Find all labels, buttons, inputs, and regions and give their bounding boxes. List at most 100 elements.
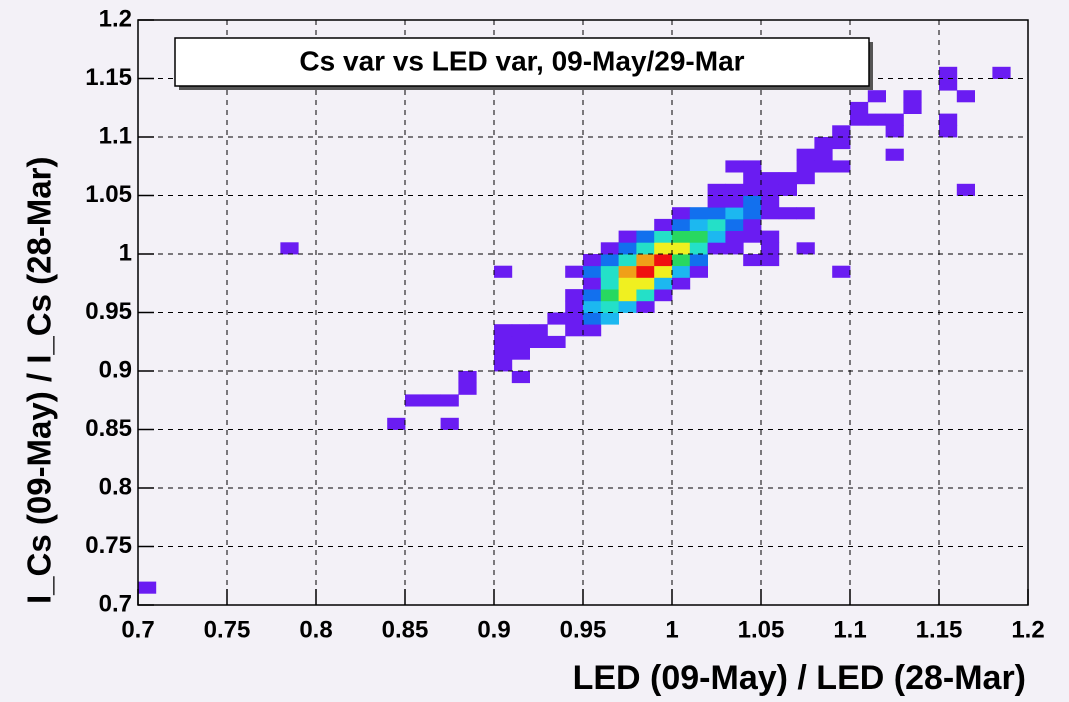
y-tick-label: 0.8 [99, 473, 132, 500]
title-box [174, 37, 870, 87]
histogram-cell [618, 265, 637, 278]
histogram-cell [511, 371, 530, 384]
histogram-cell [583, 265, 602, 278]
histogram-cell [725, 207, 744, 220]
histogram-cell [600, 242, 619, 255]
histogram-cell [707, 242, 726, 255]
histogram-cell [672, 207, 691, 220]
histogram-cell [618, 300, 637, 313]
histogram-cell [725, 242, 744, 255]
x-tick-label: 1.2 [1011, 616, 1044, 643]
histogram-cell [618, 254, 637, 267]
histogram-cell [138, 581, 157, 594]
histogram-cell [618, 242, 637, 255]
histogram-cell [583, 300, 602, 313]
histogram-cell [725, 183, 744, 196]
histogram-cell [405, 394, 424, 407]
histogram-cell [689, 254, 708, 267]
histogram-cell [832, 265, 851, 278]
histogram-cell [494, 324, 513, 337]
chart-title: Cs var vs LED var, 09-May/29-Mar [299, 45, 744, 76]
histogram-cell [494, 265, 513, 278]
histogram-cell [511, 335, 530, 348]
histogram-cell [600, 265, 619, 278]
x-tick-label: 1.15 [916, 616, 963, 643]
x-tick-label: 0.7 [121, 616, 154, 643]
histogram-cell [494, 359, 513, 372]
histogram-cell [636, 289, 655, 302]
histogram-cell [796, 207, 815, 220]
histogram-cell [583, 277, 602, 290]
histogram-cell [565, 312, 584, 325]
histogram-cell [529, 324, 548, 337]
histogram-cell [636, 230, 655, 243]
histogram-cell [885, 148, 904, 161]
x-tick-label: 1 [665, 616, 678, 643]
histogram-cell [939, 113, 958, 126]
histogram-cell [422, 394, 441, 407]
histogram-cell [600, 289, 619, 302]
histogram-cell [778, 172, 797, 185]
histogram-cell [743, 195, 762, 208]
x-tick-label: 1.1 [833, 616, 866, 643]
histogram-cell [992, 66, 1011, 79]
histogram-cell [565, 300, 584, 313]
histogram-cell [832, 137, 851, 150]
histogram-cell [618, 277, 637, 290]
histogram-cell [725, 195, 744, 208]
histogram-cell [832, 160, 851, 173]
histogram-cell [689, 207, 708, 220]
histogram-cell [939, 78, 958, 91]
histogram-cell [672, 254, 691, 267]
histogram-cell [636, 300, 655, 313]
histogram-cell [850, 101, 869, 114]
plot-frame [137, 19, 1029, 606]
histogram-cell [832, 125, 851, 138]
histogram-cell [743, 160, 762, 173]
histogram-cell [743, 230, 762, 243]
x-tick-label: 0.9 [477, 616, 510, 643]
histogram-cell [778, 183, 797, 196]
histogram-cell [672, 242, 691, 255]
histogram-cell [885, 125, 904, 138]
histogram-cell [672, 230, 691, 243]
y-tick-label: 0.7 [99, 590, 132, 617]
histogram-cell [583, 254, 602, 267]
histogram-cell [725, 230, 744, 243]
y-tick-label: 0.75 [85, 532, 132, 559]
histogram-cell [636, 265, 655, 278]
histogram-cell [689, 230, 708, 243]
histogram-cell [440, 417, 459, 430]
histogram-cell [618, 230, 637, 243]
x-tick-label: 0.85 [382, 616, 429, 643]
histogram-cell [280, 242, 299, 255]
y-tick-label: 1.2 [99, 5, 132, 32]
histogram-cell [939, 66, 958, 79]
histogram-cell [796, 160, 815, 173]
y-axis-label: I_Cs (09-May) / I_Cs (28-Mar) [21, 157, 58, 604]
histogram-cell [654, 230, 673, 243]
histogram-cell [939, 125, 958, 138]
x-tick-label: 0.75 [204, 616, 251, 643]
histogram-cell [600, 254, 619, 267]
histogram-cell [458, 382, 477, 395]
histogram-cell [654, 289, 673, 302]
histogram-cell [761, 242, 780, 255]
histogram-cell [814, 137, 833, 150]
histogram-cell [850, 113, 869, 126]
histogram-cell [743, 207, 762, 220]
histogram-cell [511, 324, 530, 337]
histogram-cell [903, 90, 922, 103]
x-tick-label: 1.05 [738, 616, 785, 643]
histogram-cell [583, 289, 602, 302]
histogram-cell [725, 160, 744, 173]
histogram-cell [743, 254, 762, 267]
y-tick-label: 1.1 [99, 122, 132, 149]
y-tick-label: 1.15 [85, 64, 132, 91]
histogram-cell [725, 218, 744, 231]
histogram-cell [707, 230, 726, 243]
histogram-cell [565, 324, 584, 337]
histogram-cell [529, 335, 548, 348]
x-axis-label: LED (09-May) / LED (28-Mar) [573, 659, 1026, 697]
